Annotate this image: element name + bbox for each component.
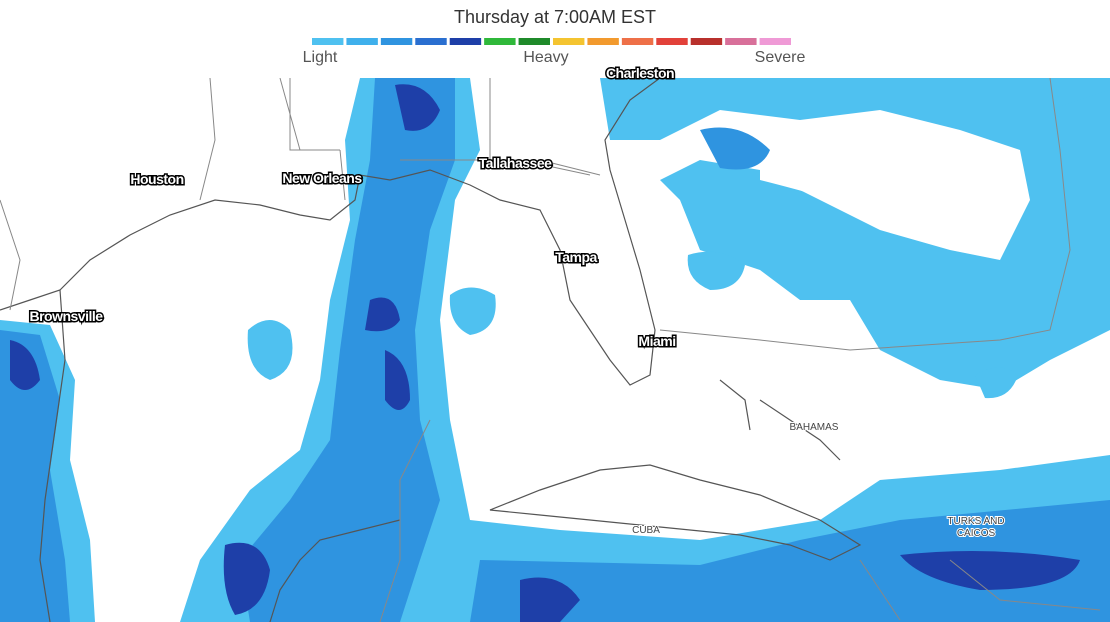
map: Charleston Houston New Orleans Tallahass…	[0, 64, 1110, 622]
legend-label: Light	[303, 49, 338, 66]
region-label: BAHAMAS	[790, 422, 839, 433]
city-label: New Orleans	[282, 170, 362, 186]
legend-swatch	[587, 38, 619, 45]
legend-label: Severe	[755, 49, 806, 66]
legend-swatch	[484, 38, 516, 45]
legend-swatch	[449, 38, 482, 45]
legend-swatch	[518, 38, 550, 45]
legend-swatch	[759, 38, 791, 45]
legend-swatch	[621, 38, 654, 45]
city-label: Charleston	[606, 65, 674, 81]
legend-swatch	[346, 38, 378, 45]
legend-swatch	[725, 38, 757, 45]
city-label: Tampa	[555, 249, 597, 265]
header-title: Thursday at 7:00AM EST	[454, 7, 656, 27]
rain-medium	[0, 78, 1110, 622]
legend-swatch	[380, 38, 413, 45]
city-label: Miami	[638, 333, 675, 349]
legend-swatches	[312, 38, 791, 45]
region-label: TURKS AND CAICOS	[947, 516, 1004, 539]
city-label: Tallahassee	[479, 155, 553, 171]
legend-swatch	[553, 38, 585, 45]
legend-swatch	[312, 38, 344, 45]
legend-swatch	[690, 38, 723, 45]
legend-swatch	[415, 38, 447, 45]
rain-heavy	[10, 84, 1080, 622]
city-label: Houston	[130, 171, 183, 187]
city-label: Brownsville	[29, 308, 103, 324]
legend-swatch	[656, 38, 688, 45]
legend-label: Heavy	[523, 49, 568, 66]
region-label: CUBA	[632, 525, 660, 536]
